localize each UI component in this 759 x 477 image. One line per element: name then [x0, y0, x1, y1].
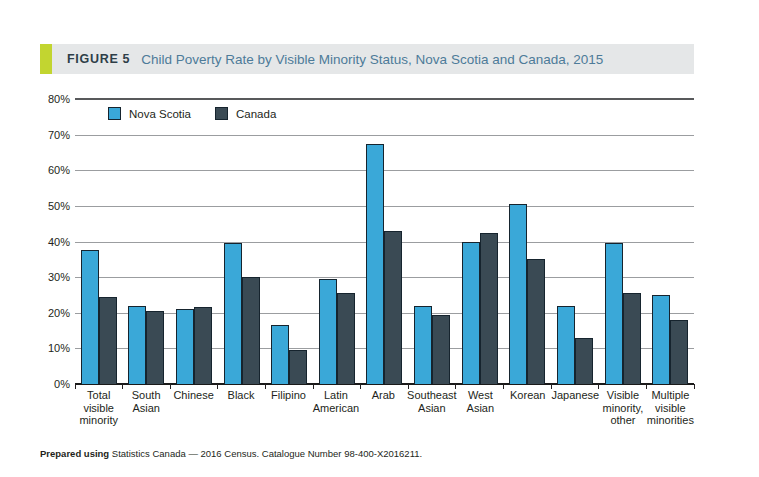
y-axis-label-70%: 70%	[48, 129, 70, 141]
x-axis-label: Japanese	[551, 389, 599, 427]
source-footnote: Prepared using Statistics Canada — 2016 …	[40, 448, 422, 459]
figure-number-label: FIGURE 5	[67, 52, 130, 66]
canada-swatch-icon	[215, 107, 228, 120]
x-axis-label: SouthAsian	[122, 389, 169, 427]
bar-canada	[384, 231, 402, 384]
y-axis: 0%10%20%30%40%50%60%70%80%	[0, 99, 70, 384]
footnote-prefix: Prepared using	[40, 448, 109, 459]
figure-accent-bar	[40, 44, 52, 74]
bar-groups	[75, 99, 694, 384]
bar-group	[646, 99, 694, 384]
legend-item-nova-scotia: Nova Scotia	[108, 107, 191, 120]
bar-nova-scotia	[176, 309, 194, 384]
bar-canada	[670, 320, 688, 384]
bar-canada	[99, 297, 117, 384]
bar-canada	[289, 350, 307, 384]
x-axis-label: Visibleminority,other	[599, 389, 646, 427]
x-axis-label: Total visibleminority	[75, 389, 122, 427]
bar-group	[265, 99, 313, 384]
x-axis-label: WestAsian	[457, 389, 504, 427]
bar-group	[361, 99, 409, 384]
bar-nova-scotia	[414, 306, 432, 384]
y-axis-label-40%: 40%	[48, 236, 70, 248]
bar-group	[218, 99, 266, 384]
x-axis: Total visibleminoritySouthAsianChineseBl…	[75, 389, 694, 427]
bar-canada	[480, 233, 498, 384]
bar-nova-scotia	[319, 279, 337, 384]
bar-nova-scotia	[81, 250, 99, 384]
bar-nova-scotia	[128, 306, 146, 384]
report-page: FIGURE 5 Child Poverty Rate by Visible M…	[0, 0, 759, 477]
bar-group	[170, 99, 218, 384]
figure-title: Child Poverty Rate by Visible Minority S…	[141, 52, 603, 67]
bar-group	[123, 99, 171, 384]
x-axis-label: Multiplevisibleminorities	[647, 389, 694, 427]
y-axis-label-60%: 60%	[48, 164, 70, 176]
bar-canada	[527, 259, 545, 384]
bar-canada	[242, 277, 260, 384]
plot-area	[75, 99, 694, 384]
bar-nova-scotia	[224, 243, 242, 384]
x-axis-label: SoutheastAsian	[407, 389, 457, 427]
legend-item-canada: Canada	[215, 107, 276, 120]
bar-group	[75, 99, 123, 384]
bar-nova-scotia	[652, 295, 670, 384]
bar-nova-scotia	[271, 325, 289, 384]
figure-header: FIGURE 5 Child Poverty Rate by Visible M…	[40, 44, 694, 74]
bar-canada	[575, 338, 593, 384]
bar-canada	[194, 307, 212, 384]
legend-label-nova-scotia: Nova Scotia	[129, 108, 191, 120]
bar-canada	[146, 311, 164, 384]
x-axis-label: Arab	[360, 389, 407, 427]
bar-nova-scotia	[462, 242, 480, 385]
bar-nova-scotia	[366, 144, 384, 384]
x-axis-label: LatinAmerican	[312, 389, 359, 427]
bar-canada	[337, 293, 355, 384]
legend-label-canada: Canada	[236, 108, 276, 120]
y-axis-label-50%: 50%	[48, 200, 70, 212]
bar-nova-scotia	[557, 306, 575, 384]
bar-nova-scotia	[605, 243, 623, 384]
y-axis-label-30%: 30%	[48, 271, 70, 283]
bar-group	[551, 99, 599, 384]
bar-canada	[623, 293, 641, 384]
x-axis-label: Filipino	[265, 389, 312, 427]
bar-group	[408, 99, 456, 384]
bar-group	[599, 99, 647, 384]
x-axis-label: Chinese	[170, 389, 217, 427]
legend: Nova Scotia Canada	[108, 107, 276, 120]
bar-group	[503, 99, 551, 384]
y-axis-label-80%: 80%	[48, 93, 70, 105]
y-axis-label-10%: 10%	[48, 342, 70, 354]
bar-group	[456, 99, 504, 384]
bar-nova-scotia	[509, 204, 527, 384]
bar-canada	[432, 315, 450, 384]
footnote-text: Statistics Canada — 2016 Census. Catalog…	[109, 448, 422, 459]
x-axis-label: Korean	[504, 389, 551, 427]
y-axis-label-20%: 20%	[48, 307, 70, 319]
nova-scotia-swatch-icon	[108, 107, 121, 120]
bar-group	[313, 99, 361, 384]
x-axis-label: Black	[217, 389, 264, 427]
y-axis-label-0%: 0%	[54, 378, 70, 390]
